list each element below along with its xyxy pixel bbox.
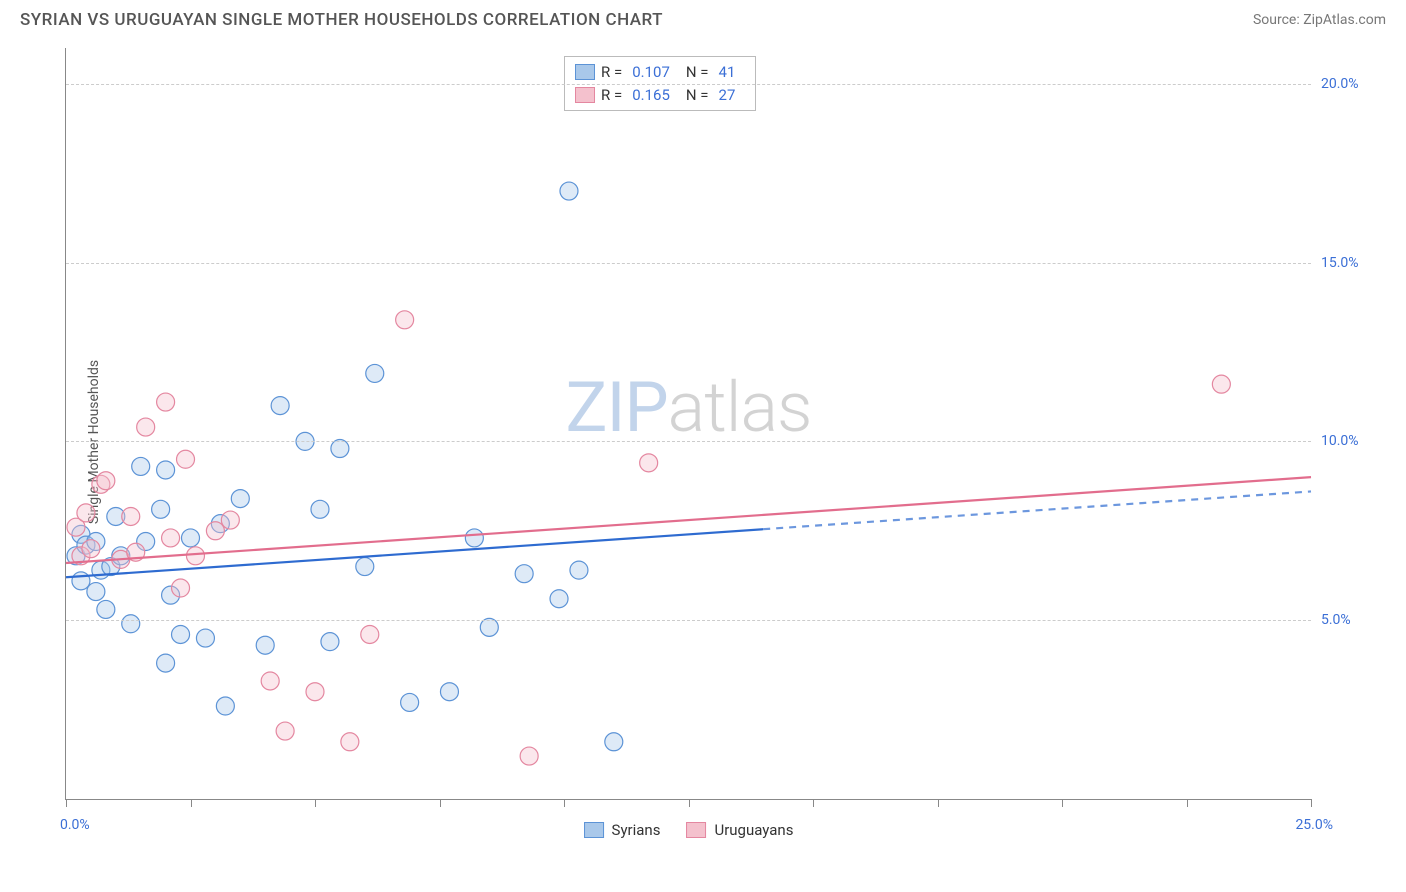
data-point: [570, 561, 588, 579]
legend-series-item: Uruguayans: [686, 821, 793, 839]
legend-series-item: Syrians: [584, 821, 661, 839]
x-tick: [1062, 799, 1063, 807]
legend-stat-row: R = 0.107 N = 41: [575, 61, 745, 84]
x-tick: [1187, 799, 1188, 807]
data-point: [271, 397, 289, 415]
y-tick-label: 15.0%: [1321, 255, 1381, 271]
data-point: [182, 529, 200, 547]
grid-line: [66, 441, 1311, 442]
x-tick: [191, 799, 192, 807]
data-point: [366, 364, 384, 382]
data-point: [321, 633, 339, 651]
data-point: [231, 490, 249, 508]
legend-swatch: [584, 822, 604, 838]
x-tick: [440, 799, 441, 807]
data-point: [162, 529, 180, 547]
data-point: [157, 393, 175, 411]
data-point: [122, 507, 140, 525]
grid-line: [66, 84, 1311, 85]
x-tick: [813, 799, 814, 807]
legend-r-value: 0.107: [632, 61, 670, 84]
data-point: [157, 654, 175, 672]
legend-n-label: N =: [686, 61, 709, 84]
legend-swatch: [686, 822, 706, 838]
data-point: [177, 450, 195, 468]
x-tick: [1311, 799, 1312, 807]
legend-n-value: 27: [719, 84, 736, 107]
data-point: [97, 472, 115, 490]
data-point: [276, 722, 294, 740]
legend-series-label: Uruguayans: [714, 821, 793, 839]
data-point: [341, 733, 359, 751]
data-point: [440, 683, 458, 701]
correlation-chart: Single Mother Households ZIPatlas R =0.1…: [20, 42, 1386, 842]
data-point: [186, 547, 204, 565]
data-point: [520, 747, 538, 765]
data-point: [261, 672, 279, 690]
legend-stat-row: R = 0.165 N = 27: [575, 84, 745, 107]
legend-r-label: R =: [601, 84, 622, 107]
data-point: [640, 454, 658, 472]
page-title: SYRIAN VS URUGUAYAN SINGLE MOTHER HOUSEH…: [20, 10, 663, 30]
data-point: [82, 540, 100, 558]
x-axis-end-label: 25.0%: [1295, 817, 1333, 833]
scatter-svg: [66, 48, 1311, 799]
data-point: [77, 504, 95, 522]
legend-series-label: Syrians: [612, 821, 661, 839]
legend-r-label: R =: [601, 61, 622, 84]
data-point: [122, 615, 140, 633]
x-tick: [66, 799, 67, 807]
data-point: [172, 579, 190, 597]
plot-area: ZIPatlas R =0.107N =41R =0.165N =27 0.0%…: [65, 48, 1311, 800]
data-point: [605, 733, 623, 751]
data-point: [396, 311, 414, 329]
source-attribution: Source: ZipAtlas.com: [1253, 12, 1386, 28]
legend-n-value: 41: [719, 61, 736, 84]
data-point: [356, 558, 374, 576]
data-point: [72, 572, 90, 590]
data-point: [311, 500, 329, 518]
x-tick: [689, 799, 690, 807]
data-point: [206, 522, 224, 540]
grid-line: [66, 620, 1311, 621]
data-point: [515, 565, 533, 583]
data-point: [137, 418, 155, 436]
data-point: [465, 529, 483, 547]
data-point: [306, 683, 324, 701]
data-point: [132, 457, 150, 475]
x-tick: [564, 799, 565, 807]
legend-n-label: N =: [686, 84, 709, 107]
trend-line: [66, 477, 1311, 563]
legend-series: Syrians Uruguayans: [584, 821, 794, 839]
data-point: [216, 697, 234, 715]
y-tick-label: 10.0%: [1321, 433, 1381, 449]
legend-r-value: 0.165: [632, 84, 670, 107]
data-point: [152, 500, 170, 518]
grid-line: [66, 263, 1311, 264]
y-tick-label: 5.0%: [1321, 612, 1381, 628]
data-point: [87, 583, 105, 601]
data-point: [196, 629, 214, 647]
data-point: [550, 590, 568, 608]
data-point: [172, 625, 190, 643]
legend-swatch: [575, 64, 595, 80]
x-axis-start-label: 0.0%: [60, 817, 90, 833]
data-point: [256, 636, 274, 654]
data-point: [1212, 375, 1230, 393]
data-point: [361, 625, 379, 643]
legend-swatch: [575, 87, 595, 103]
x-tick: [315, 799, 316, 807]
data-point: [560, 182, 578, 200]
data-point: [97, 600, 115, 618]
y-tick-label: 20.0%: [1321, 76, 1381, 92]
data-point: [157, 461, 175, 479]
data-point: [221, 511, 239, 529]
x-tick: [938, 799, 939, 807]
data-point: [401, 693, 419, 711]
